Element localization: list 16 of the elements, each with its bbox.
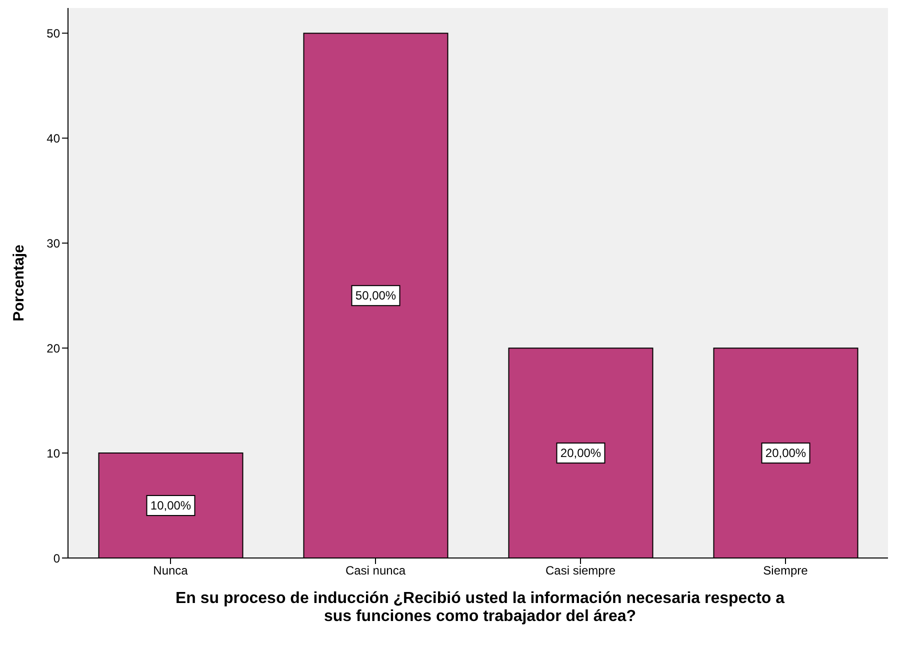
- y-tick-label: 0: [53, 551, 60, 566]
- x-tick-label: Casi nunca: [345, 564, 406, 578]
- x-tick-label: Casi siempre: [545, 564, 616, 578]
- data-label: 50,00%: [355, 288, 396, 303]
- y-tick-label: 40: [46, 131, 60, 146]
- data-label: 20,00%: [765, 446, 806, 460]
- x-tick-label: Nunca: [153, 564, 188, 578]
- data-label: 10,00%: [150, 498, 192, 513]
- x-axis-title: En su proceso de inducción ¿Recibió usted la información necesaria respecto a sus funciones como trabajador del área?: [174, 590, 786, 626]
- y-axis-title: Porcentaje: [10, 244, 28, 322]
- x-tick-label: Siempre: [763, 564, 808, 578]
- y-tick-label: 50: [46, 26, 60, 40]
- y-tick-label: 10: [46, 446, 60, 460]
- y-tick-label: 30: [46, 236, 60, 250]
- data-label: 20,00%: [560, 446, 602, 460]
- y-tick-label: 20: [46, 341, 60, 356]
